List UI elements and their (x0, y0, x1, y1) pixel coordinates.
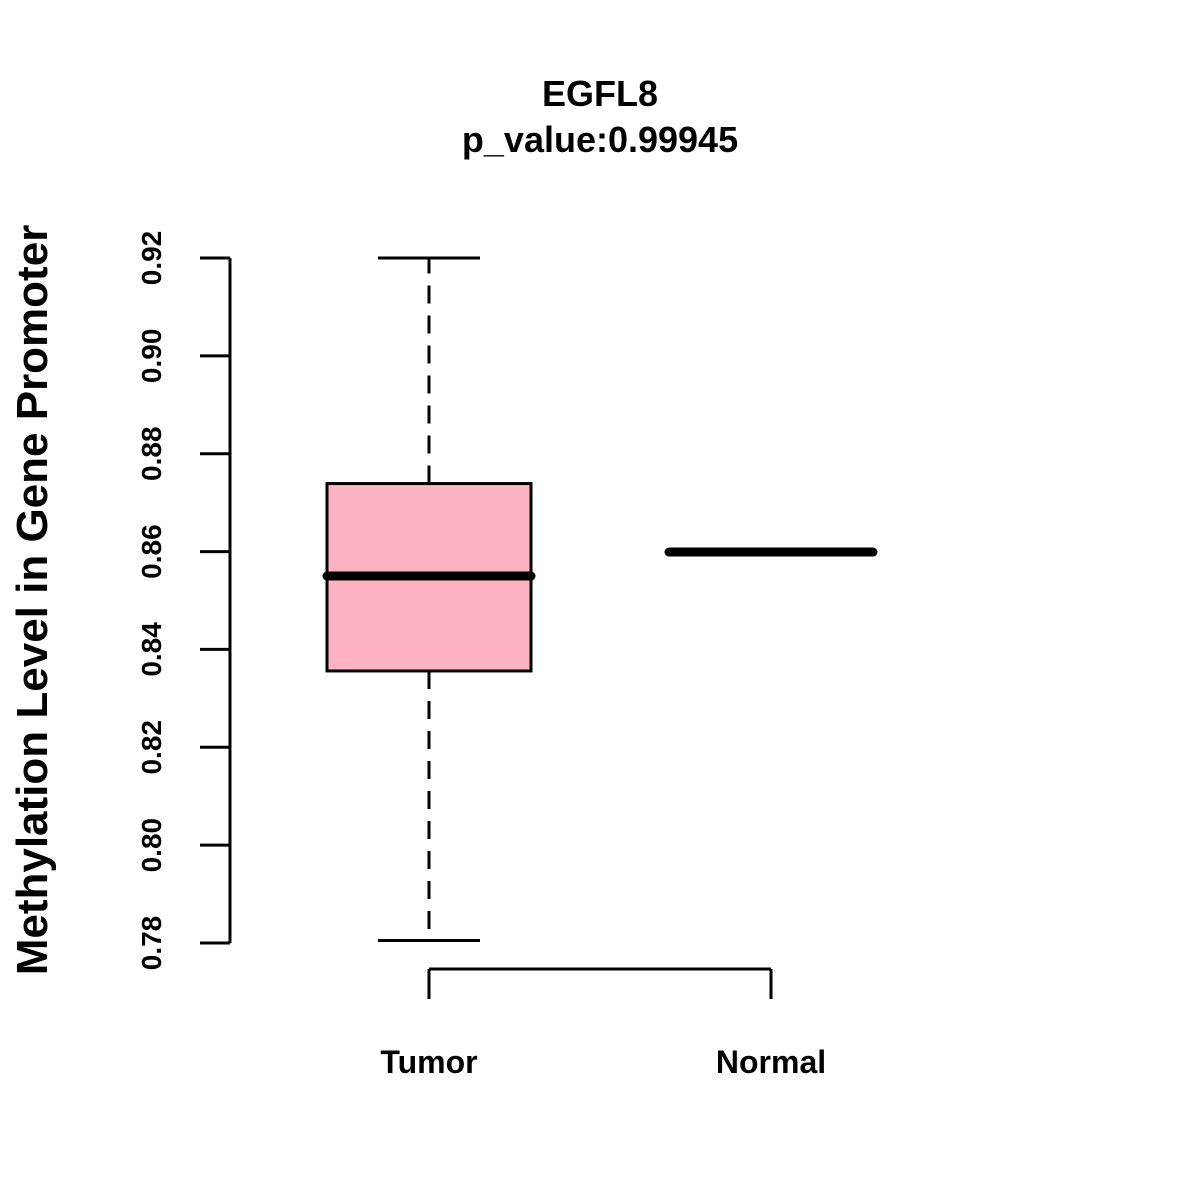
chart-title: EGFL8 (542, 73, 658, 114)
y-tick-label: 0.82 (136, 720, 167, 775)
box-tumor (322, 256, 536, 943)
y-tick-label: 0.78 (136, 916, 167, 971)
x-axis: Tumor Normal (380, 967, 826, 1080)
y-axis: 0.78 0.80 0.82 0.84 0.86 0.88 0.90 0.92 (136, 231, 232, 971)
chart-subtitle: p_value:0.99945 (462, 119, 738, 160)
y-tick-label: 0.86 (136, 524, 167, 579)
y-tick-label: 0.84 (136, 622, 167, 677)
x-tick-label: Normal (716, 1044, 826, 1080)
y-tick-label: 0.92 (136, 231, 167, 286)
boxes (322, 256, 878, 943)
y-tick-label: 0.90 (136, 329, 167, 384)
x-tick-label: Tumor (380, 1044, 477, 1080)
y-axis-label: Methylation Level in Gene Promoter (8, 225, 57, 976)
y-tick-label: 0.88 (136, 426, 167, 481)
y-tick-label: 0.80 (136, 818, 167, 873)
